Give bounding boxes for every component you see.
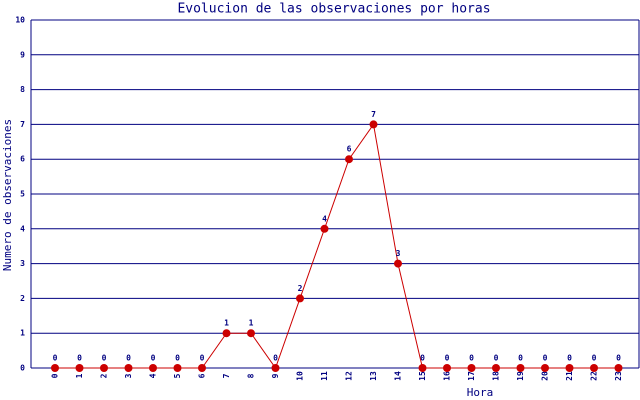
chart-title: Evolucion de las observaciones por horas: [177, 2, 490, 17]
y-tick-label: 7: [20, 120, 25, 129]
y-tick-label: 1: [20, 329, 25, 338]
point: [614, 364, 623, 372]
value-label: 0: [494, 354, 499, 363]
point: [222, 329, 231, 338]
x-tick-label: 23: [614, 371, 623, 381]
x-tick-label: 19: [516, 371, 525, 381]
point: [565, 364, 574, 372]
point: [590, 364, 598, 372]
point: [394, 259, 402, 268]
line: [55, 123, 619, 370]
value-label: 0: [518, 354, 523, 363]
x-tick-label: 5: [173, 373, 182, 378]
point: [541, 364, 549, 372]
point: [100, 364, 108, 372]
value-label: 0: [273, 354, 278, 363]
point: [271, 364, 280, 372]
value-label: 0: [567, 354, 572, 363]
x-tick-label: 2: [100, 373, 109, 378]
point: [149, 364, 157, 372]
value-label: 0: [53, 354, 58, 363]
point: [247, 329, 255, 338]
value-label: 0: [175, 354, 180, 363]
y-tick-label: 8: [20, 85, 25, 94]
y-tick-label: 4: [20, 224, 25, 233]
y-tick-label: 5: [20, 190, 25, 199]
value-label: 2: [298, 284, 303, 293]
x-tick-label: 1: [75, 373, 84, 378]
value-label: 0: [469, 354, 474, 363]
x-tick-label: 8: [247, 373, 256, 378]
point: [418, 364, 427, 372]
x-tick-label: 10: [296, 371, 305, 381]
point: [124, 364, 133, 372]
value-label: 0: [102, 354, 107, 363]
x-tick-label: 14: [394, 371, 403, 381]
x-tick-label: 3: [124, 373, 133, 378]
x-tick-label: 18: [492, 371, 501, 381]
x-tick-label: 13: [369, 371, 378, 381]
y-tick-label: 9: [20, 50, 25, 59]
x-tick-label: 17: [467, 371, 476, 381]
x-tick-label: 16: [443, 371, 452, 381]
value-label: 7: [371, 110, 376, 119]
point: [75, 364, 84, 372]
x-tick-label: 21: [565, 371, 574, 381]
y-tick-label: 0: [20, 364, 25, 373]
x-tick-label: 9: [271, 373, 280, 378]
value-label: 0: [77, 354, 82, 363]
point: [492, 364, 500, 372]
x-tick-label: 22: [590, 371, 599, 381]
y-tick-label: 6: [20, 155, 25, 164]
point: [369, 120, 378, 129]
x-tick-label: 15: [418, 371, 427, 381]
value-label: 0: [616, 354, 621, 363]
x-tick-label: 4: [149, 373, 158, 378]
point: [173, 364, 182, 372]
point: [443, 364, 451, 372]
point: [320, 224, 329, 233]
x-tick-label: 12: [345, 371, 354, 381]
point: [296, 294, 304, 303]
x-tick-label: 0: [51, 373, 60, 378]
y-axis-label: Numero de observaciones: [1, 119, 14, 271]
point: [51, 364, 59, 372]
value-label: 6: [347, 145, 352, 154]
point: [516, 364, 525, 372]
point: [345, 155, 353, 164]
value-label: 0: [420, 354, 425, 363]
x-tick-label: 7: [222, 373, 231, 378]
value-label: 1: [224, 319, 229, 328]
y-tick-label: 10: [15, 16, 25, 25]
value-label: 1: [249, 319, 254, 328]
value-label: 0: [151, 354, 156, 363]
x-tick-label: 20: [541, 371, 550, 381]
value-label: 0: [200, 354, 205, 363]
value-label: 3: [396, 249, 401, 258]
value-label: 0: [592, 354, 597, 363]
x-axis-label: Hora: [467, 386, 494, 399]
y-tick-label: 2: [20, 294, 25, 303]
value-label: 0: [543, 354, 548, 363]
value-label: 0: [126, 354, 131, 363]
point: [467, 364, 476, 372]
y-tick-label: 3: [20, 259, 25, 268]
value-label: 0: [445, 354, 450, 363]
x-tick-label: 11: [320, 371, 329, 381]
x-tick-label: 6: [198, 373, 207, 378]
value-label: 4: [322, 214, 327, 223]
point: [198, 364, 206, 372]
